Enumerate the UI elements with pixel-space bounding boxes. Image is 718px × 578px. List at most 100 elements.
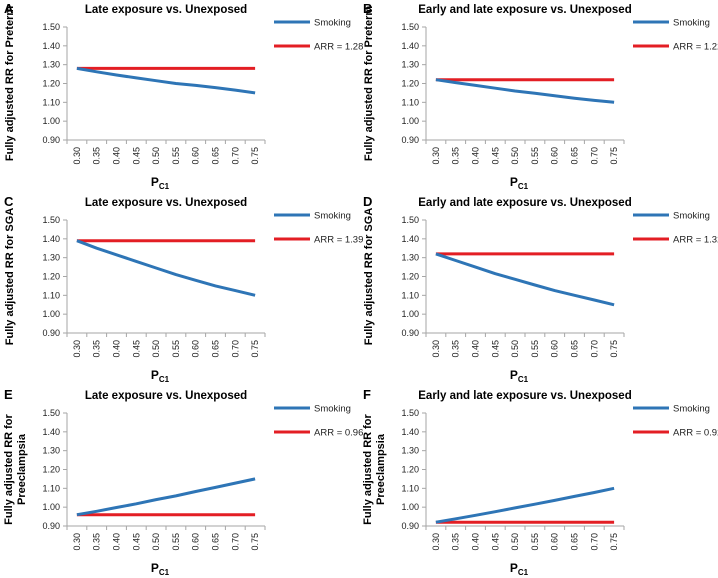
y-axis-title-a: Fully adjusted RR for Preterm bbox=[4, 6, 16, 161]
legend-label-e-arr: ARR = 0.96 bbox=[314, 428, 363, 439]
x-tick-label-f-9: 0.75 bbox=[609, 533, 619, 551]
x-axis-title-main-a: P bbox=[151, 175, 159, 189]
x-tick-label-c-9: 0.75 bbox=[250, 340, 260, 358]
x-tick-label-f-0: 0.30 bbox=[431, 533, 441, 551]
y-tick-label-f-4: 1.30 bbox=[401, 446, 419, 456]
legend-label-f-arr: ARR = 0.92 bbox=[673, 428, 718, 439]
chart-panel-f: F Early and late exposure vs. Unexposed Fu… bbox=[359, 386, 718, 578]
y-axis-title-b: Fully adjusted RR for Preterm bbox=[363, 6, 375, 161]
x-axis-title-main-d: P bbox=[510, 368, 518, 382]
y-tick-label-d-5: 1.40 bbox=[401, 234, 419, 244]
x-tick-label-d-0: 0.30 bbox=[431, 340, 441, 358]
x-tick-label-d-2: 0.40 bbox=[471, 340, 481, 358]
x-tick-label-f-6: 0.60 bbox=[550, 533, 560, 551]
y-tick-label-f-6: 1.50 bbox=[401, 408, 419, 418]
x-tick-label-c-8: 0.70 bbox=[230, 340, 240, 358]
y-tick-label-c-2: 1.10 bbox=[42, 290, 60, 300]
x-tick-label-d-9: 0.75 bbox=[609, 340, 619, 358]
legend-label-b-smoking: Smoking bbox=[673, 18, 710, 29]
x-tick-label-a-4: 0.50 bbox=[151, 147, 161, 165]
x-axis-title-e: PC1 bbox=[151, 561, 170, 577]
chart-panel-b: B Early and late exposure vs. Unexposed Fu… bbox=[359, 0, 718, 192]
y-axis-title-e-line1: Fully adjusted RR for bbox=[3, 413, 15, 524]
y-tick-label-c-1: 1.00 bbox=[42, 309, 60, 319]
y-tick-label-c-3: 1.20 bbox=[42, 272, 60, 282]
y-tick-label-d-4: 1.30 bbox=[401, 253, 419, 263]
x-tick-label-b-1: 0.35 bbox=[451, 147, 461, 165]
chart-panel-d: D Early and late exposure vs. Unexposed Fu… bbox=[359, 193, 718, 385]
x-axis-title-a: PC1 bbox=[151, 175, 170, 191]
x-tick-label-a-0: 0.30 bbox=[72, 147, 82, 165]
series-line-d-smoking bbox=[435, 252, 615, 307]
panel-label-a: A bbox=[4, 1, 14, 16]
chart-title-d: Early and late exposure vs. Unexposed bbox=[418, 197, 631, 209]
x-tick-label-f-3: 0.45 bbox=[490, 533, 500, 551]
y-tick-label-f-0: 0.90 bbox=[401, 521, 419, 531]
y-tick-label-b-6: 1.50 bbox=[401, 22, 419, 32]
y-tick-label-d-1: 1.00 bbox=[401, 309, 419, 319]
y-axis-title-e-line2: Preeclampsia bbox=[16, 433, 28, 505]
x-tick-label-b-8: 0.70 bbox=[589, 147, 599, 165]
chart-c-svg: C Late exposure vs. Unexposed Fully adjust… bbox=[4, 194, 363, 384]
legend-label-c-smoking: Smoking bbox=[314, 211, 351, 222]
chart-e-svg: E Late exposure vs. Unexposed Fully adjust… bbox=[3, 387, 363, 577]
x-tick-label-b-6: 0.60 bbox=[550, 147, 560, 165]
x-tick-label-b-7: 0.65 bbox=[570, 147, 580, 165]
x-tick-label-d-1: 0.35 bbox=[451, 340, 461, 358]
chart-panel-a: A Late exposure vs. Unexposed Fully adjust… bbox=[0, 0, 363, 192]
x-axis-title-main-e: P bbox=[151, 561, 159, 575]
y-tick-label-a-4: 1.30 bbox=[42, 60, 60, 70]
x-axis-title-c: PC1 bbox=[151, 368, 170, 384]
y-tick-label-d-2: 1.10 bbox=[401, 290, 419, 300]
x-tick-label-c-3: 0.45 bbox=[131, 340, 141, 358]
y-tick-label-b-1: 1.00 bbox=[401, 116, 419, 126]
y-tick-label-a-2: 1.10 bbox=[42, 97, 60, 107]
y-tick-label-a-6: 1.50 bbox=[42, 22, 60, 32]
x-tick-label-c-4: 0.50 bbox=[151, 340, 161, 358]
y-tick-label-c-5: 1.40 bbox=[42, 234, 60, 244]
x-tick-label-a-6: 0.60 bbox=[191, 147, 201, 165]
y-tick-label-f-2: 1.10 bbox=[401, 483, 419, 493]
x-tick-label-a-5: 0.55 bbox=[171, 147, 181, 165]
chart-d-svg: D Early and late exposure vs. Unexposed Fu… bbox=[363, 194, 718, 384]
x-tick-label-f-1: 0.35 bbox=[451, 533, 461, 551]
x-tick-label-e-8: 0.70 bbox=[230, 533, 240, 551]
x-tick-label-e-6: 0.60 bbox=[191, 533, 201, 551]
x-tick-label-a-2: 0.40 bbox=[112, 147, 122, 165]
x-tick-label-d-5: 0.55 bbox=[530, 340, 540, 358]
x-tick-label-b-0: 0.30 bbox=[431, 147, 441, 165]
legend-label-d-smoking: Smoking bbox=[673, 211, 710, 222]
panel-label-b: B bbox=[363, 1, 372, 16]
legend-label-d-arr: ARR = 1.32 bbox=[673, 235, 718, 246]
y-tick-label-e-6: 1.50 bbox=[42, 408, 60, 418]
y-tick-label-b-3: 1.20 bbox=[401, 79, 419, 89]
y-tick-label-b-4: 1.30 bbox=[401, 60, 419, 70]
y-tick-label-b-5: 1.40 bbox=[401, 41, 419, 51]
x-axis-title-main-b: P bbox=[510, 175, 518, 189]
chart-title-c: Late exposure vs. Unexposed bbox=[85, 197, 247, 209]
legend-label-a-arr: ARR = 1.28 bbox=[314, 42, 363, 53]
x-tick-label-a-8: 0.70 bbox=[230, 147, 240, 165]
panel-label-d: D bbox=[363, 194, 372, 209]
y-tick-label-e-4: 1.30 bbox=[42, 446, 60, 456]
y-tick-label-e-5: 1.40 bbox=[42, 427, 60, 437]
y-tick-label-d-6: 1.50 bbox=[401, 215, 419, 225]
y-tick-label-e-2: 1.10 bbox=[42, 483, 60, 493]
y-tick-label-d-3: 1.20 bbox=[401, 272, 419, 282]
x-tick-label-e-9: 0.75 bbox=[250, 533, 260, 551]
x-tick-label-d-6: 0.60 bbox=[550, 340, 560, 358]
y-tick-label-a-1: 1.00 bbox=[42, 116, 60, 126]
x-tick-label-c-2: 0.40 bbox=[112, 340, 122, 358]
x-axis-title-d: PC1 bbox=[510, 368, 529, 384]
x-axis-title-b: PC1 bbox=[510, 175, 529, 191]
chart-b-svg: B Early and late exposure vs. Unexposed Fu… bbox=[363, 1, 718, 191]
y-tick-label-e-1: 1.00 bbox=[42, 502, 60, 512]
chart-panel-e: E Late exposure vs. Unexposed Fully adjust… bbox=[0, 386, 363, 578]
x-axis-title-sub-d: C1 bbox=[518, 375, 529, 384]
y-axis-title-d: Fully adjusted RR for SGA bbox=[363, 208, 375, 346]
chart-title-a: Late exposure vs. Unexposed bbox=[85, 4, 247, 16]
chart-title-e: Late exposure vs. Unexposed bbox=[85, 390, 247, 402]
panel-label-e: E bbox=[4, 387, 13, 402]
x-tick-label-c-1: 0.35 bbox=[92, 340, 102, 358]
x-tick-label-b-9: 0.75 bbox=[609, 147, 619, 165]
